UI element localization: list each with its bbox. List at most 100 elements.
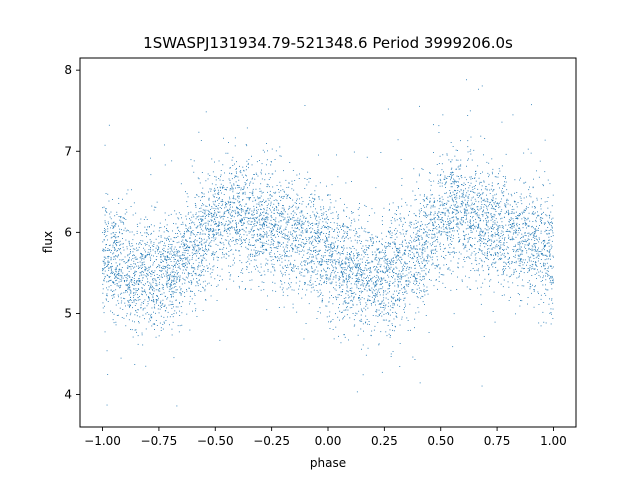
- data-point: [237, 215, 238, 217]
- data-point: [503, 279, 505, 281]
- data-point: [146, 219, 148, 220]
- data-point: [497, 202, 499, 204]
- data-point: [340, 241, 341, 242]
- data-point: [245, 246, 247, 248]
- data-point: [210, 224, 212, 226]
- data-point: [179, 292, 181, 294]
- data-point: [218, 160, 220, 162]
- data-point: [492, 216, 493, 218]
- data-point: [514, 246, 516, 247]
- data-point: [252, 226, 254, 228]
- data-point: [256, 216, 258, 218]
- data-point: [141, 266, 143, 268]
- data-point: [155, 289, 157, 291]
- data-point: [407, 280, 409, 282]
- data-point: [106, 266, 107, 267]
- data-point: [514, 192, 515, 194]
- data-point: [300, 251, 302, 252]
- data-point: [241, 211, 242, 213]
- data-point: [186, 289, 187, 290]
- data-point: [432, 256, 434, 258]
- data-point: [124, 280, 126, 282]
- data-point: [534, 274, 536, 275]
- data-point: [513, 223, 515, 225]
- data-point: [343, 230, 344, 232]
- data-point: [295, 222, 297, 224]
- data-point: [334, 262, 336, 264]
- data-point: [416, 227, 418, 228]
- data-point: [126, 278, 128, 280]
- data-point: [264, 202, 265, 203]
- data-point: [142, 284, 144, 285]
- data-point: [330, 255, 332, 257]
- data-point: [422, 276, 424, 278]
- data-point: [148, 234, 149, 236]
- data-point: [270, 223, 272, 225]
- data-point: [330, 245, 332, 247]
- data-point: [282, 275, 283, 277]
- data-point: [533, 243, 535, 245]
- data-point: [420, 208, 422, 209]
- data-point: [102, 232, 104, 233]
- data-point: [131, 329, 133, 331]
- data-point: [150, 240, 152, 242]
- data-point: [405, 269, 407, 271]
- data-point: [156, 300, 158, 301]
- data-point: [444, 247, 446, 249]
- data-point: [376, 309, 378, 311]
- data-point: [221, 257, 223, 259]
- data-point: [164, 304, 166, 306]
- data-point: [494, 214, 496, 216]
- data-point: [474, 259, 476, 261]
- data-point: [461, 204, 463, 206]
- data-point: [431, 253, 433, 255]
- data-point: [481, 260, 483, 262]
- data-point: [463, 217, 464, 218]
- data-point: [524, 232, 526, 234]
- data-point: [184, 279, 186, 281]
- data-point: [361, 275, 363, 277]
- data-point: [228, 142, 229, 143]
- data-point: [463, 220, 464, 222]
- data-point: [153, 242, 155, 244]
- data-point: [118, 225, 119, 227]
- data-point: [397, 248, 398, 250]
- data-point: [177, 255, 179, 257]
- data-point: [203, 238, 205, 240]
- data-point: [130, 304, 131, 306]
- data-point: [404, 307, 405, 309]
- data-point: [495, 254, 497, 256]
- data-point: [172, 321, 174, 323]
- data-point: [273, 235, 275, 237]
- data-point: [240, 214, 241, 216]
- data-point: [220, 233, 222, 235]
- data-point: [392, 277, 393, 279]
- data-point: [285, 253, 286, 254]
- data-point: [322, 217, 323, 219]
- data-point: [227, 152, 229, 154]
- data-point: [423, 199, 425, 201]
- data-point: [342, 291, 343, 293]
- data-point: [107, 228, 109, 230]
- data-point: [281, 212, 283, 214]
- data-point: [545, 275, 546, 277]
- data-point: [169, 276, 170, 278]
- data-point: [141, 270, 143, 272]
- data-point: [328, 231, 330, 233]
- data-point: [385, 271, 387, 272]
- data-point: [162, 241, 163, 242]
- data-point: [150, 316, 152, 318]
- data-point: [378, 252, 380, 254]
- data-point: [176, 242, 178, 244]
- data-point: [506, 201, 508, 203]
- data-point: [389, 246, 391, 247]
- data-point: [146, 236, 147, 238]
- data-point: [383, 290, 385, 292]
- data-point: [129, 244, 130, 246]
- data-point: [115, 271, 117, 273]
- data-point: [260, 190, 262, 192]
- data-point: [479, 249, 481, 251]
- data-point: [114, 276, 116, 278]
- data-point: [128, 240, 130, 242]
- data-point: [428, 223, 429, 225]
